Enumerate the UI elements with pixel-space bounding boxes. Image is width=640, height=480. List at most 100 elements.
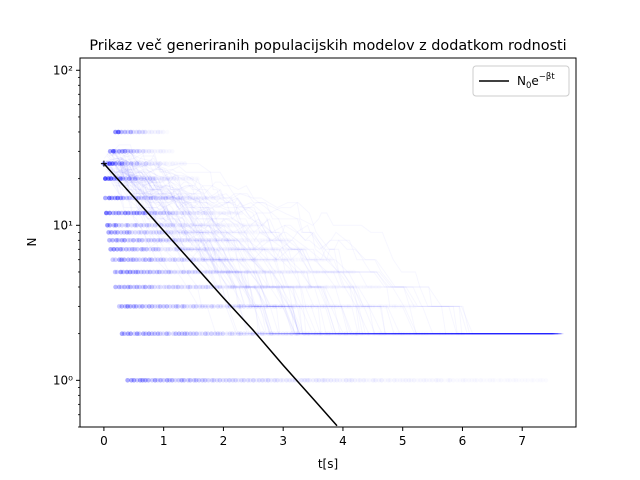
- scatter-point: [167, 257, 173, 263]
- scatter-point: [119, 331, 125, 337]
- scatter-point: [205, 284, 211, 290]
- scatter-point: [313, 331, 319, 337]
- scatter-point: [187, 195, 192, 201]
- scatter-point: [107, 149, 113, 154]
- scatter-point: [107, 210, 112, 216]
- scatter-point: [171, 230, 177, 235]
- scatter-point: [111, 223, 117, 228]
- scatter-point: [131, 257, 136, 263]
- scatter-point: [150, 247, 156, 252]
- scatter-point: [265, 284, 271, 290]
- scatter-point: [152, 331, 157, 337]
- scatter-point: [128, 129, 134, 135]
- scatter-point: [122, 331, 127, 337]
- scatter-point: [275, 284, 281, 290]
- scatter-point: [179, 210, 185, 216]
- scatter-point: [239, 257, 244, 263]
- scatter-point: [199, 230, 204, 235]
- scatter-point: [141, 223, 146, 228]
- scatter-point: [164, 284, 169, 290]
- scatter-point: [137, 257, 142, 263]
- scatter-point: [116, 284, 122, 290]
- scatter-point: [203, 284, 209, 290]
- scatter-point: [164, 238, 169, 243]
- scatter-point: [202, 378, 208, 383]
- scatter-point: [186, 269, 192, 275]
- scatter-point: [392, 378, 397, 383]
- scatter-point: [167, 378, 172, 383]
- scatter-point: [149, 378, 155, 383]
- scatter-point: [179, 378, 184, 383]
- scatter-point: [163, 257, 169, 263]
- scatter-point: [116, 223, 122, 228]
- scatter-point: [158, 257, 163, 263]
- scatter-point: [120, 149, 125, 154]
- scatter-point: [148, 230, 154, 235]
- scatter-point: [361, 378, 367, 383]
- scatter-point: [191, 238, 197, 243]
- scatter-point: [132, 247, 137, 252]
- scatter-point: [165, 223, 170, 228]
- scatter-point: [125, 223, 131, 228]
- scatter-point: [250, 269, 255, 275]
- scatter-point: [110, 257, 115, 263]
- scatter-point: [352, 378, 358, 383]
- scatter-point: [128, 257, 134, 263]
- scatter-point: [116, 149, 122, 154]
- scatter-point: [118, 247, 123, 252]
- scatter-point: [127, 176, 132, 181]
- scatter-point: [161, 223, 167, 228]
- scatter-point: [129, 230, 135, 235]
- scatter-point: [127, 230, 132, 235]
- scatter-point: [143, 378, 148, 383]
- scatter-point: [278, 378, 284, 383]
- scatter-point: [196, 210, 202, 216]
- scatter-point: [146, 129, 152, 135]
- scatter-point: [349, 331, 355, 337]
- scatter-point: [134, 149, 140, 154]
- scatter-point: [109, 230, 114, 235]
- scatter-point: [108, 247, 113, 252]
- scatter-point: [170, 223, 176, 228]
- scatter-point: [141, 247, 146, 252]
- scatter-point: [199, 331, 205, 337]
- scatter-point: [136, 230, 142, 235]
- scatter-point: [214, 269, 219, 275]
- scatter-point: [179, 257, 185, 263]
- scatter-point: [256, 378, 262, 383]
- scatter-point: [230, 247, 236, 252]
- plot-frame: [79, 57, 577, 428]
- scatter-point: [316, 378, 322, 383]
- scatter-point: [115, 230, 120, 235]
- scatter-point: [246, 269, 252, 275]
- scatter-point: [181, 378, 187, 383]
- scatter-point: [110, 161, 115, 166]
- scatter-point: [206, 257, 211, 263]
- scatter-point: [139, 176, 144, 181]
- scatter-point: [140, 284, 146, 290]
- scatter-point: [197, 331, 202, 337]
- scatter-point: [262, 284, 268, 290]
- x-tick-label: 1: [160, 434, 168, 448]
- scatter-point: [320, 304, 325, 309]
- legend: N0e−βt: [472, 65, 570, 97]
- scatter-point: [253, 284, 259, 290]
- scatter-point: [169, 195, 175, 201]
- scatter-point: [185, 210, 190, 216]
- scatter-point: [185, 284, 191, 290]
- scatter-point: [251, 284, 257, 290]
- scatter-point: [130, 269, 136, 275]
- scatter-point: [165, 130, 170, 135]
- scatter-point: [160, 269, 165, 275]
- scatter-point: [169, 378, 175, 383]
- scatter-point: [211, 304, 217, 309]
- scatter-point: [193, 195, 199, 201]
- scatter-point: [165, 176, 170, 181]
- scatter-point: [244, 331, 250, 337]
- scatter-point: [226, 238, 232, 243]
- scatter-point: [121, 230, 127, 235]
- scatter-point: [140, 149, 146, 154]
- scatter-point: [152, 210, 158, 216]
- scatter-point: [343, 378, 349, 383]
- scatter-point: [128, 149, 134, 154]
